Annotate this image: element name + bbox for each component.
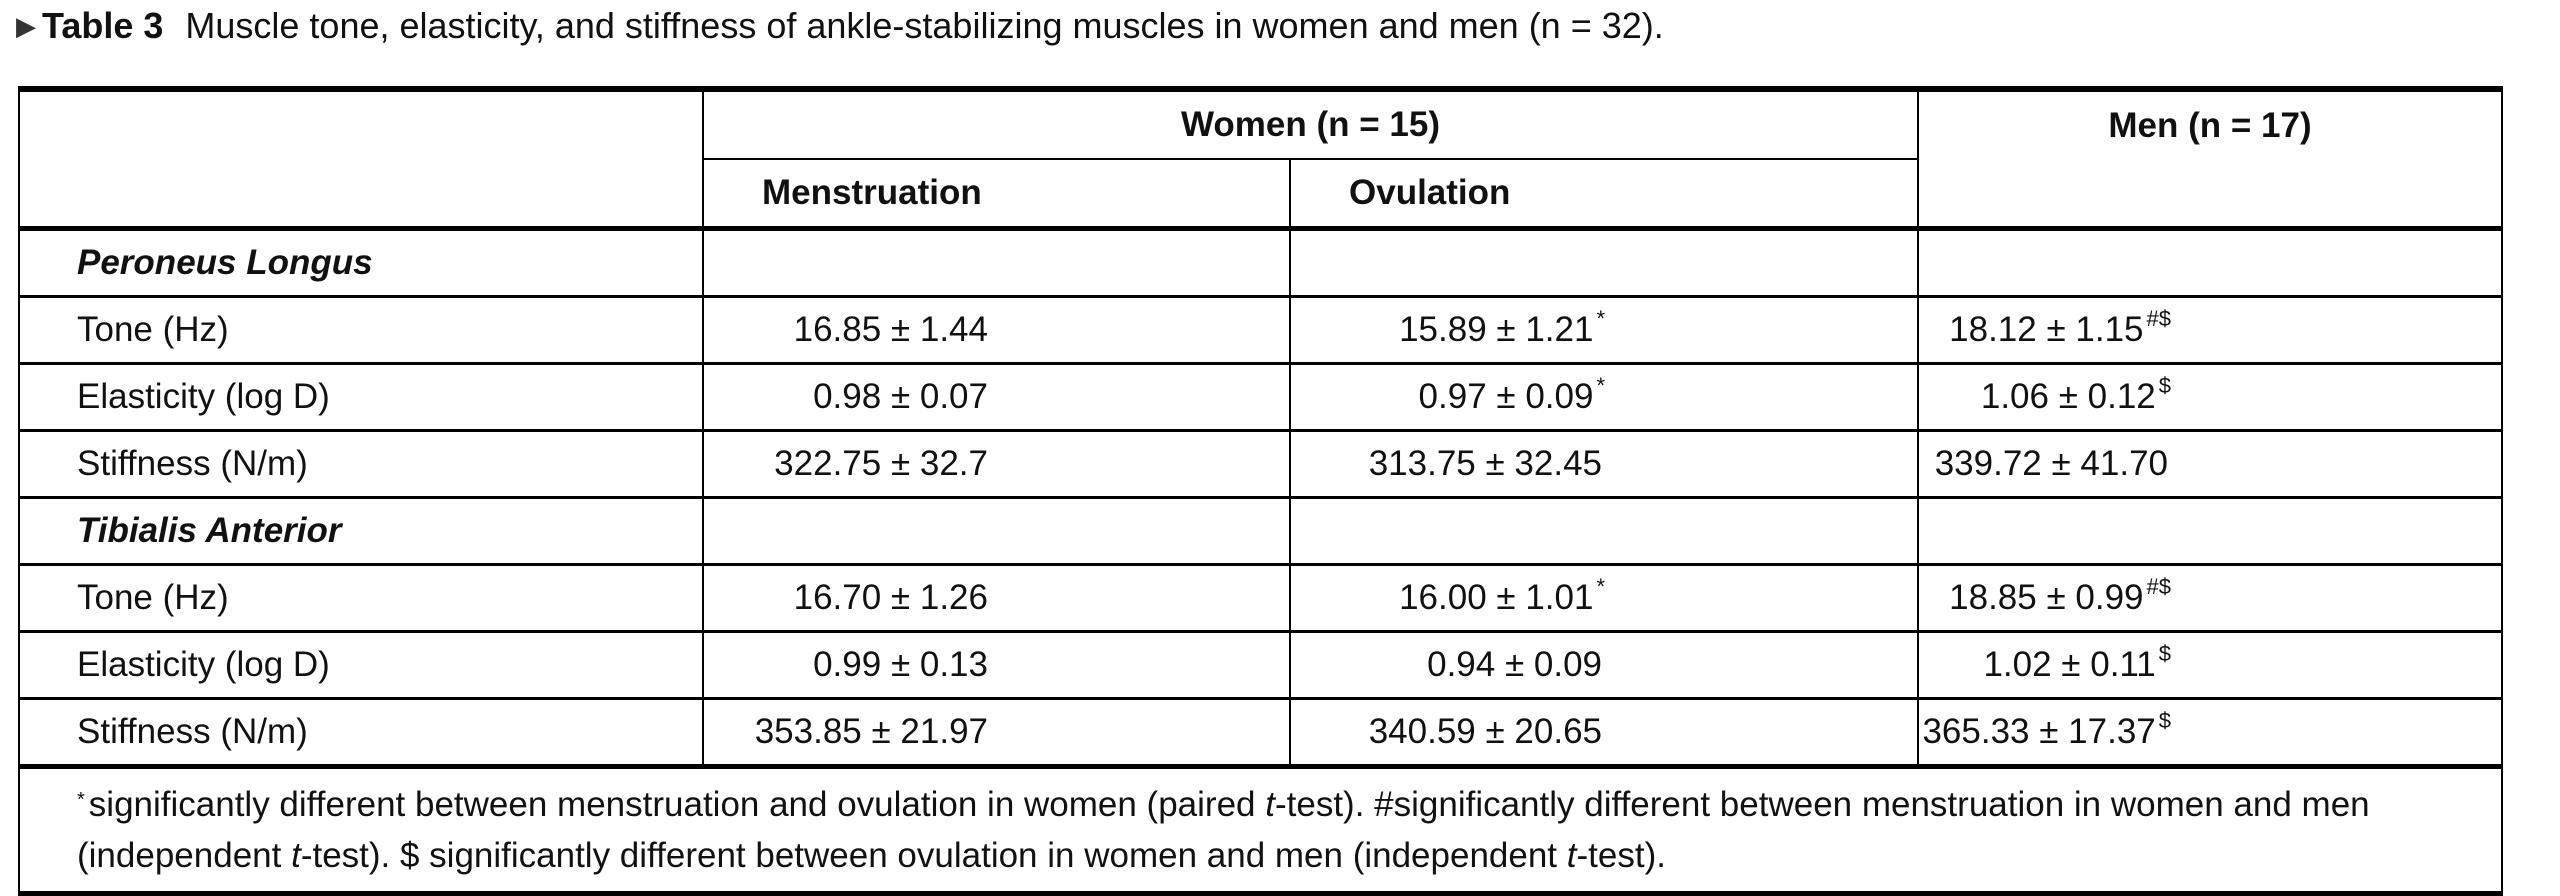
table-row: Stiffness (N/m) 322.75 ± 32.7 313.75 ± 32.… xyxy=(18,429,2504,498)
significance-mark: * xyxy=(1596,306,1606,331)
ovulation-cell: 0.97 ± 0.09 * xyxy=(1288,362,1919,431)
menstruation-cell: 322.75 ± 32.7 xyxy=(702,429,1290,498)
table-caption: ▶ Table 3 Muscle tone, elasticity, and s… xyxy=(16,2,1664,50)
table-row: Elasticity (log D) 0.98 ± 0.07 0.97 ± 0.09… xyxy=(18,362,2504,431)
men-value: 18.85 ± 0.99 xyxy=(1949,578,2144,617)
ovulation-value: 16.00 ± 1.01 xyxy=(1399,578,1594,617)
menstruation-cell: 353.85 ± 21.97 xyxy=(702,697,1290,767)
section-empty-cell xyxy=(1288,228,1919,297)
section-row: Tibialis Anterior xyxy=(18,496,2504,565)
table-row: Elasticity (log D) 0.99 ± 0.13 0.94 ± 0.09… xyxy=(18,630,2504,699)
men-cell: 365.33 ± 17.37 $ xyxy=(1917,697,2504,767)
section-title: Tibialis Anterior xyxy=(18,496,703,565)
results-table: Women (n = 15) Men (n = 17) Menstruation… xyxy=(17,86,2504,896)
header-men: Men (n = 17) xyxy=(1917,86,2504,231)
men-value: 1.06 ± 0.12 xyxy=(1980,377,2156,416)
men-value: 365.33 ± 17.37 xyxy=(1922,712,2156,751)
triangle-marker-icon: ▶ xyxy=(16,10,36,41)
menstruation-value: 16.70 ± 1.26 xyxy=(793,578,988,617)
menstruation-value: 0.98 ± 0.07 xyxy=(813,377,988,416)
significance-mark: #$ xyxy=(2146,574,2172,599)
footnote-italic-t: t xyxy=(291,836,301,875)
section-row: Peroneus Longus xyxy=(18,228,2504,297)
menstruation-value: 353.85 ± 21.97 xyxy=(754,712,988,751)
ovulation-value: 0.97 ± 0.09 xyxy=(1418,377,1594,416)
menstruation-value: 16.85 ± 1.44 xyxy=(793,310,988,349)
ovulation-value: 313.75 ± 32.45 xyxy=(1368,444,1603,483)
section-empty-cell xyxy=(1917,228,2504,297)
men-value: 1.02 ± 0.11 xyxy=(1983,645,2156,684)
ovulation-value: 0.94 ± 0.09 xyxy=(1427,645,1603,684)
ovulation-cell: 0.94 ± 0.09 xyxy=(1288,630,1919,699)
footnote-italic-t: t xyxy=(1265,785,1275,824)
men-value: 18.12 ± 1.15 xyxy=(1949,310,2144,349)
significance-mark: $ xyxy=(2158,373,2172,398)
header-ovulation: Ovulation xyxy=(1288,159,1919,231)
footnote-text: -test). xyxy=(1576,836,1666,875)
men-value: 339.72 ± 41.70 xyxy=(1934,444,2169,483)
ovulation-cell: 313.75 ± 32.45 xyxy=(1288,429,1919,498)
menstruation-cell: 16.85 ± 1.44 xyxy=(702,295,1290,364)
section-empty-cell xyxy=(702,228,1290,297)
row-label: Tone (Hz) xyxy=(18,295,703,364)
footnote-italic-t: t xyxy=(1566,836,1577,875)
footnote-text: significantly different between menstrua… xyxy=(88,785,1266,824)
men-cell: 18.12 ± 1.15 #$ xyxy=(1917,295,2504,364)
header-menstruation: Menstruation xyxy=(702,159,1290,231)
ovulation-cell: 16.00 ± 1.01 * xyxy=(1288,563,1919,632)
section-empty-cell xyxy=(702,496,1290,565)
ovulation-value: 15.89 ± 1.21 xyxy=(1399,310,1594,349)
row-label: Elasticity (log D) xyxy=(18,630,703,699)
men-cell: 1.06 ± 0.12 $ xyxy=(1917,362,2504,431)
row-label: Stiffness (N/m) xyxy=(18,697,703,767)
table-row: Tone (Hz) 16.85 ± 1.44 15.89 ± 1.21 * 18.12 … xyxy=(18,295,2504,364)
footnote-row: * significantly different between menstru… xyxy=(17,764,2504,896)
ovulation-cell: 340.59 ± 20.65 xyxy=(1288,697,1919,767)
footnote-star: * xyxy=(77,789,85,811)
footnote-text: -test). #significantly different between… xyxy=(77,785,2370,875)
section-empty-cell xyxy=(1917,496,2504,565)
menstruation-cell: 0.99 ± 0.13 xyxy=(702,630,1290,699)
menstruation-cell: 0.98 ± 0.07 xyxy=(702,362,1290,431)
table-label: Table 3 xyxy=(42,5,164,46)
menstruation-value: 322.75 ± 32.7 xyxy=(774,444,988,483)
men-cell: 18.85 ± 0.99 #$ xyxy=(1917,563,2504,632)
table-row: Tone (Hz) 16.70 ± 1.26 16.00 ± 1.01 * 18.85 … xyxy=(18,563,2504,632)
row-label: Elasticity (log D) xyxy=(18,362,703,431)
menstruation-value: 0.99 ± 0.13 xyxy=(813,645,988,684)
ovulation-cell: 15.89 ± 1.21 * xyxy=(1288,295,1919,364)
row-label: Tone (Hz) xyxy=(18,563,703,632)
table-row: Stiffness (N/m) 353.85 ± 21.97 340.59 ± 20… xyxy=(18,697,2504,767)
row-label: Stiffness (N/m) xyxy=(18,429,703,498)
section-title: Peroneus Longus xyxy=(18,228,703,297)
men-cell: 1.02 ± 0.11 $ xyxy=(1917,630,2504,699)
significance-mark: $ xyxy=(2158,641,2172,666)
significance-mark: * xyxy=(1596,373,1606,398)
header-women: Women (n = 15) xyxy=(701,86,1919,160)
footnote-text: -test). $ significantly different betwee… xyxy=(300,836,1567,875)
men-cell: 339.72 ± 41.70 xyxy=(1917,429,2504,498)
header-empty-cell xyxy=(18,86,703,231)
ovulation-value: 340.59 ± 20.65 xyxy=(1368,712,1603,751)
table-title: Muscle tone, elasticity, and stiffness o… xyxy=(185,5,1664,46)
footnote: * significantly different between menstru… xyxy=(17,764,2504,896)
significance-mark: $ xyxy=(2158,708,2172,733)
significance-mark: #$ xyxy=(2146,306,2172,331)
section-empty-cell xyxy=(1288,496,1919,565)
significance-mark: * xyxy=(1596,574,1606,599)
menstruation-cell: 16.70 ± 1.26 xyxy=(702,563,1290,632)
